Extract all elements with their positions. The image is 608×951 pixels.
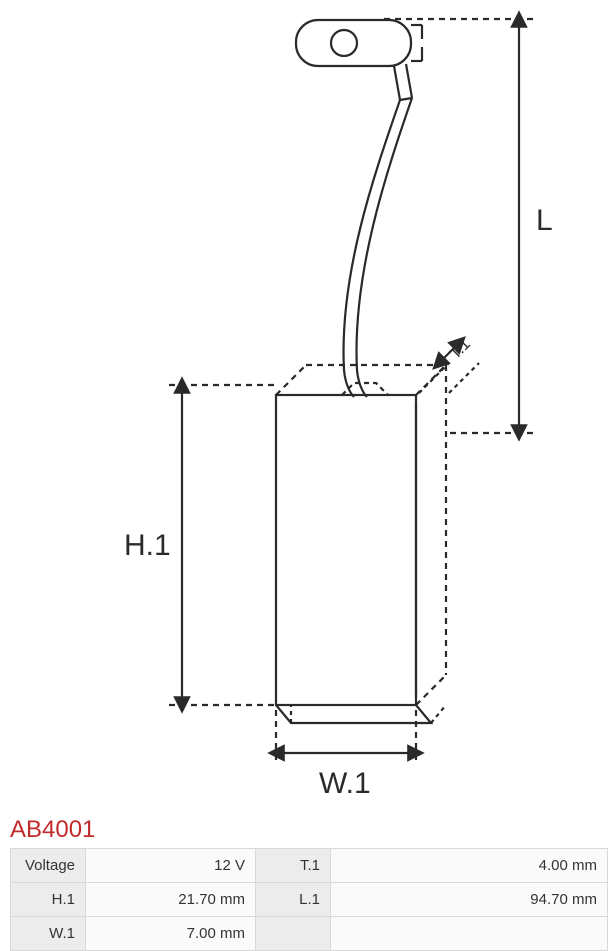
spec-label: W.1	[11, 917, 86, 951]
table-row: W.1 7.00 mm	[11, 917, 608, 951]
brush-body	[276, 365, 446, 723]
label-L1: L.1	[536, 204, 554, 237]
label-W1: W.1	[319, 767, 371, 800]
table-row: Voltage 12 V T.1 4.00 mm	[11, 849, 608, 883]
spec-value: 4.00 mm	[331, 849, 608, 883]
table-row: H.1 21.70 mm L.1 94.70 mm	[11, 883, 608, 917]
spec-value: 7.00 mm	[86, 917, 256, 951]
dim-H1	[169, 385, 276, 705]
dim-W1	[276, 710, 416, 765]
lead-wire	[344, 98, 412, 397]
part-number-title: AB4001	[0, 816, 608, 844]
spec-label	[256, 917, 331, 951]
terminal-connector	[296, 20, 422, 100]
spec-label: Voltage	[11, 849, 86, 883]
part-diagram: L.1 H.1 W.1 T.1	[54, 5, 554, 805]
dim-L1	[384, 19, 534, 433]
diagram-container: L.1 H.1 W.1 T.1	[0, 0, 608, 810]
spec-value: 12 V	[86, 849, 256, 883]
spec-label: H.1	[11, 883, 86, 917]
spec-label: L.1	[256, 883, 331, 917]
spec-table: Voltage 12 V T.1 4.00 mm H.1 21.70 mm L.…	[10, 848, 608, 951]
label-H1: H.1	[124, 529, 171, 562]
spec-value: 94.70 mm	[331, 883, 608, 917]
label-T1: T.1	[447, 336, 474, 363]
spec-label: T.1	[256, 849, 331, 883]
spec-value	[331, 917, 608, 951]
spec-value: 21.70 mm	[86, 883, 256, 917]
